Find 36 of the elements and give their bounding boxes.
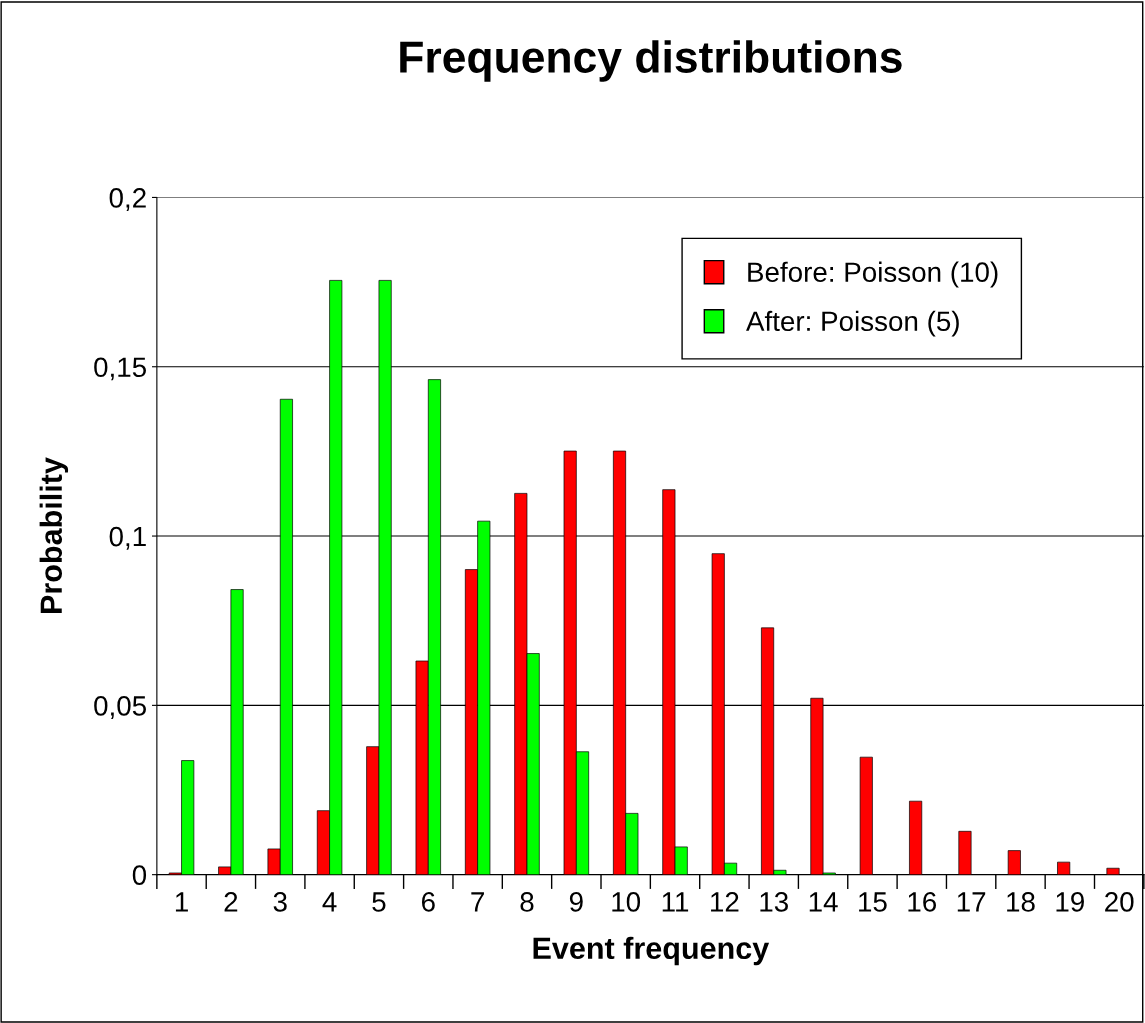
x-tick-label: 20: [1105, 892, 1134, 912]
legend-label: Before: Poisson (10): [748, 261, 998, 288]
bar: [1106, 867, 1120, 875]
y-axis-title: Probability: [39, 457, 69, 613]
x-tick-label: 8: [520, 892, 534, 912]
x-tick-label: 1: [175, 892, 188, 912]
x-axis-title: Event frequency: [533, 936, 770, 966]
y-tick-label: 0,15: [94, 357, 146, 381]
x-tick-label: 19: [1056, 892, 1084, 912]
x-tick-label: 6: [421, 892, 435, 912]
x-tick-label: 5: [372, 892, 386, 912]
x-tick-label: 11: [662, 892, 689, 912]
chart-title: Frequency distributions: [400, 40, 902, 82]
bar: [1057, 861, 1071, 875]
x-tick-label: 2: [224, 892, 238, 912]
x-tick-label: 9: [569, 892, 583, 912]
x-tick-label: 16: [908, 892, 937, 912]
x-tick-label: 14: [809, 892, 838, 912]
bar: [1007, 850, 1021, 875]
y-tick-label: 0: [132, 865, 147, 885]
x-tick-label: 10: [612, 892, 641, 912]
x-tick-label: 12: [711, 892, 739, 912]
bar: [909, 800, 923, 875]
bar: [958, 830, 972, 875]
x-tick-label: 18: [1007, 892, 1035, 912]
y-tick-label: 0,05: [94, 696, 146, 719]
x-tick-label: 3: [273, 892, 287, 912]
x-tick-label: 4: [322, 892, 337, 912]
y-tick-label: 0,2: [109, 188, 146, 212]
x-tick-label: 7: [471, 892, 484, 912]
legend-label: After: Poisson (5): [746, 310, 959, 337]
bar: [859, 756, 873, 875]
x-tick-label: 17: [957, 892, 986, 912]
x-tick-label: 13: [760, 892, 788, 912]
x-tick-label: 15: [859, 892, 887, 912]
y-tick-label: 0,1: [109, 526, 146, 550]
